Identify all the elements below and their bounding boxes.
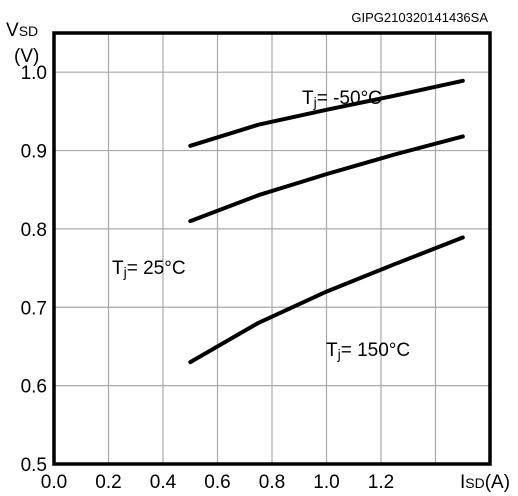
y-tick-label: 0.7 (21, 298, 47, 319)
y-tick-label: 0.8 (21, 220, 47, 241)
series-line-2 (188, 235, 465, 365)
x-axis-label-sub: SD (465, 475, 484, 491)
y-axis-label: VSD (6, 20, 38, 41)
y-tick-label: 0.9 (21, 142, 47, 163)
x-tick-label: 0.8 (259, 472, 285, 493)
x-axis-label: ISD(A) (460, 472, 510, 493)
x-axis-unit: (A) (485, 472, 510, 493)
x-tick-label: 1.2 (368, 472, 394, 493)
y-tick-label: 0.6 (21, 377, 47, 398)
x-tick-label: 0.0 (41, 472, 67, 493)
series-line-0 (188, 78, 465, 148)
y-axis-unit: (V) (14, 46, 39, 67)
y-tick-label: 1.0 (21, 63, 47, 84)
plot-frame (52, 31, 492, 466)
tick-labels: 0.0 0.2 0.4 0.6 0.8 1.0 1.2 0.5 0.6 0.7 0.8 0.9 1.0 (21, 63, 395, 493)
x-axis-label-main: I (460, 472, 465, 493)
series-line-1 (188, 134, 465, 224)
y-tick-label: 0.5 (21, 455, 47, 476)
y-axis-label-sub: SD (19, 23, 38, 39)
x-tick-label: 1.0 (313, 472, 339, 493)
grid-lines (54, 33, 490, 464)
y-axis-label-main: V (6, 20, 19, 41)
series-label-150: Tj= 150°C (326, 340, 410, 362)
series-label-minus50: Tj= -50°C (302, 88, 382, 110)
figure-code: GIPG210320141436SA (351, 10, 488, 25)
x-tick-label: 0.4 (150, 472, 177, 493)
x-tick-label: 0.2 (95, 472, 121, 493)
x-tick-label: 0.6 (204, 472, 230, 493)
series-label-25: Tj= 25°C (112, 258, 186, 280)
series-lines (188, 78, 465, 365)
